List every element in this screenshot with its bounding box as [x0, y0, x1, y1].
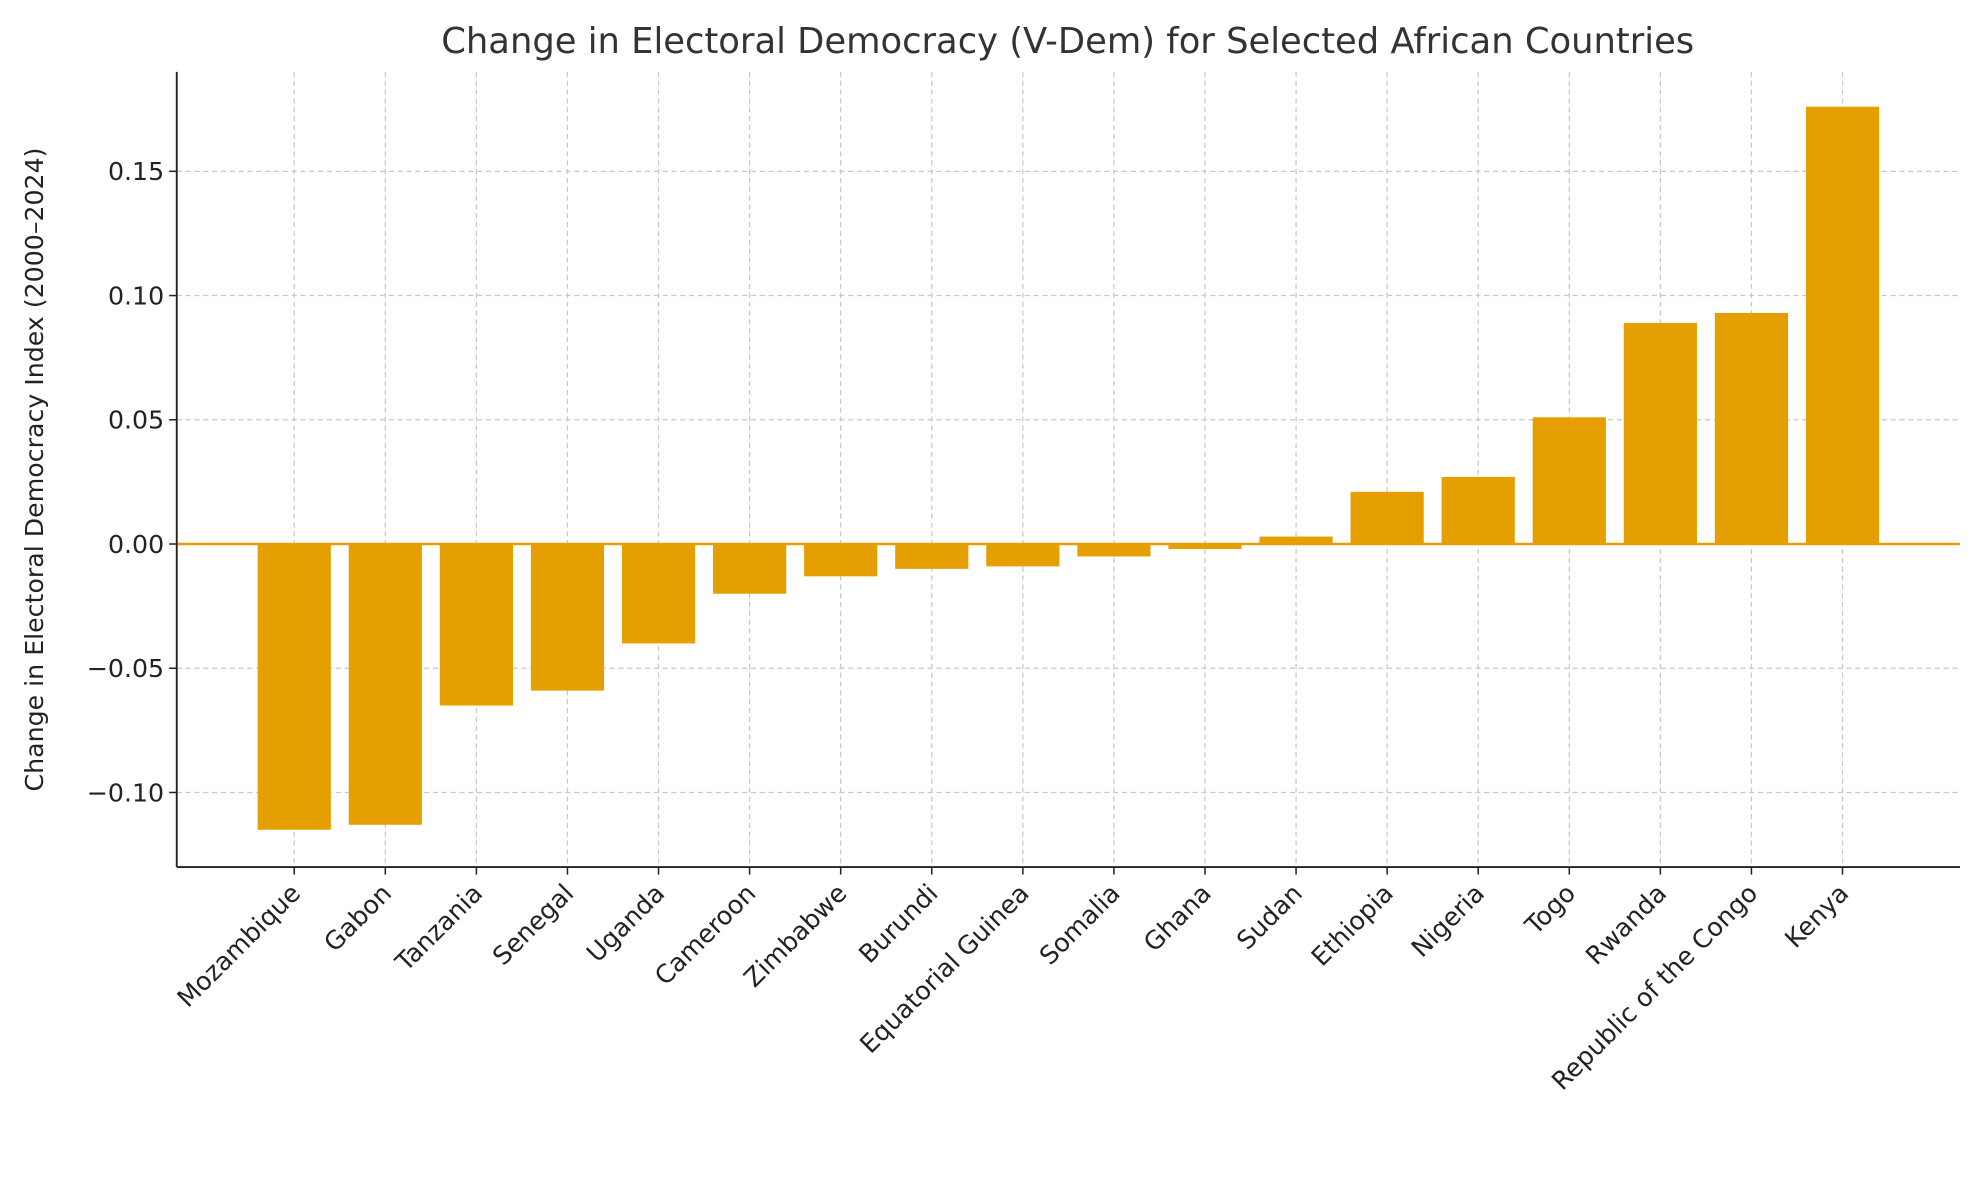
bar-ethiopia [1350, 491, 1424, 545]
x-tick-label: Somalia [1034, 879, 1126, 971]
x-tick-label: Kenya [1779, 879, 1854, 954]
bar-rwanda [1623, 322, 1697, 545]
bar-sudan [1259, 536, 1333, 545]
y-tick-label: 0.15 [108, 157, 164, 186]
y-tick-label: −0.10 [87, 778, 164, 807]
y-tick-label: 0.05 [108, 406, 164, 435]
bar-ghana [1168, 544, 1242, 549]
x-tick-label: Uganda [581, 879, 670, 968]
x-tick-label: Rwanda [1580, 879, 1672, 971]
x-tick-label: Tanzania [389, 879, 488, 978]
bar-mozambique [257, 544, 331, 830]
x-tick-label: Equatorial Guinea [854, 879, 1034, 1059]
bar-tanzania [439, 544, 513, 706]
bar-cameroon [713, 544, 787, 594]
bar-somalia [1077, 544, 1151, 557]
bar-zimbabwe [804, 544, 878, 577]
x-tick-label: Gabon [318, 879, 397, 958]
y-tick-label: 0.10 [108, 281, 164, 310]
x-tick-label: Nigeria [1406, 879, 1490, 963]
x-tick-label: Ethiopia [1306, 879, 1399, 972]
bar-equatorial-guinea [986, 544, 1060, 567]
x-tick-label: Togo [1519, 879, 1581, 941]
chart-title: Change in Electoral Democracy (V-Dem) fo… [441, 21, 1694, 62]
y-tick-label: −0.05 [87, 654, 164, 683]
bar-togo [1532, 417, 1606, 545]
bar-senegal [530, 544, 605, 691]
x-tick-label: Senegal [487, 879, 579, 971]
bar-nigeria [1441, 476, 1515, 545]
x-tick-label: Sudan [1231, 879, 1308, 956]
y-tick-label: 0.00 [108, 530, 164, 559]
bar-burundi [895, 544, 969, 569]
bar-republic-of-the-congo [1714, 312, 1789, 545]
x-tick-label: Ghana [1138, 879, 1217, 958]
y-axis-label: Change in Electoral Democracy Index (200… [20, 147, 49, 791]
x-tick-label: Mozambique [172, 879, 306, 1013]
bar-gabon [348, 544, 422, 825]
bar-kenya [1805, 106, 1880, 545]
x-tick-label: Burundi [853, 879, 943, 969]
bar-uganda [621, 544, 696, 644]
